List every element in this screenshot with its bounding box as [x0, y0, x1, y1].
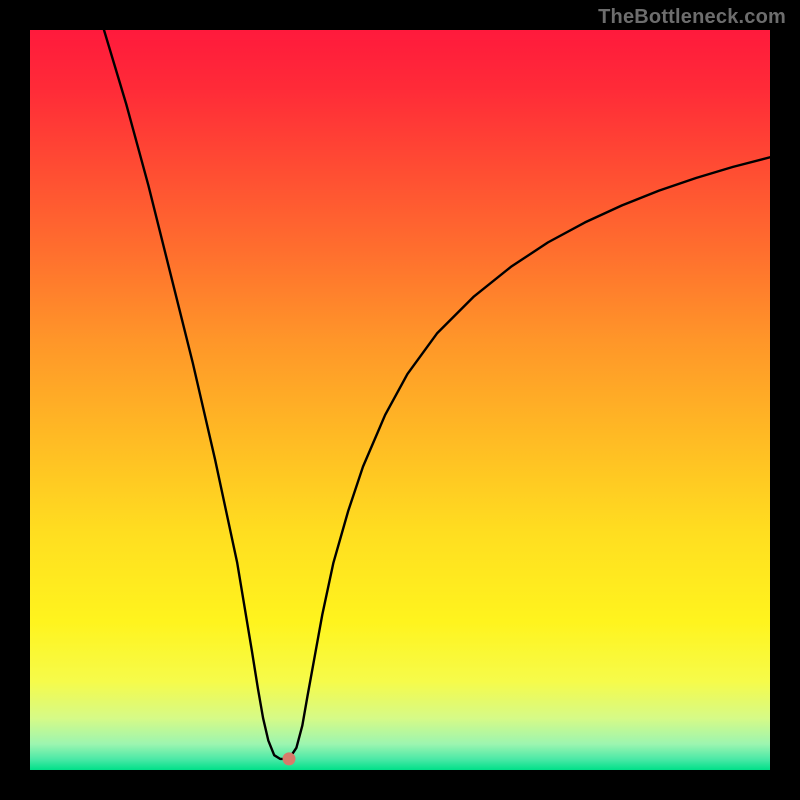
chart-plot-area [30, 30, 770, 770]
chart-outer-frame: TheBottleneck.com [0, 0, 800, 800]
watermark-text: TheBottleneck.com [598, 6, 786, 29]
optimal-point-marker [283, 752, 296, 765]
chart-background [30, 30, 770, 770]
chart-svg [30, 30, 770, 770]
